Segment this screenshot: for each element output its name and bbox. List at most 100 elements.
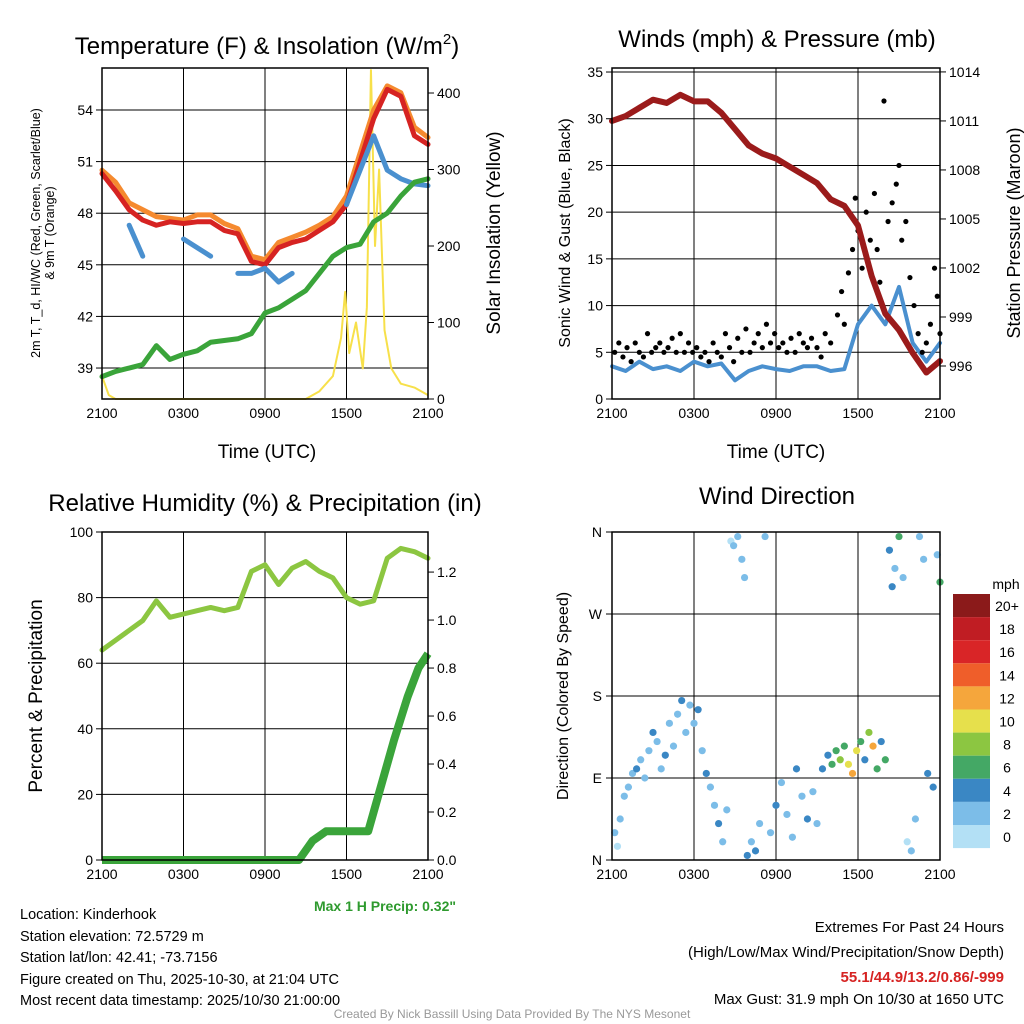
gust-point: [706, 359, 712, 365]
y2-axis-label: Station Pressure (Maroon): [1004, 127, 1024, 338]
insolation-line: [101, 69, 429, 400]
latlon-text: Station lat/lon: 42.41; -73.7156: [20, 950, 218, 966]
credit-text: Created By Nick Bassill Using Data Provi…: [333, 1007, 691, 1021]
gust-point: [911, 302, 917, 309]
direction-point: [766, 829, 775, 837]
y2-tick-label: 0: [437, 391, 445, 407]
direction-point: [809, 788, 817, 796]
gust-point: [818, 354, 824, 360]
plot-border: [611, 67, 941, 400]
gust-point: [893, 181, 899, 187]
direction-point: [907, 847, 915, 855]
y-tick-label: 30: [587, 111, 603, 127]
legend-swatch: [953, 663, 990, 687]
y2-tick-label: 1008: [949, 162, 980, 178]
legend-label: 8: [1003, 737, 1011, 753]
gust-point: [624, 345, 630, 351]
gust-point: [722, 331, 729, 337]
direction-point: [865, 728, 873, 737]
y2-tick-label: 996: [949, 358, 973, 374]
direction-point: [613, 842, 622, 850]
pressure-line: [609, 91, 943, 376]
gust-point: [792, 349, 798, 355]
gust-point: [814, 345, 820, 351]
direction-point: [903, 838, 911, 846]
gust-point: [698, 354, 704, 360]
x-tick-label: 1500: [331, 405, 362, 421]
x-axis-label: Time (UTC): [218, 442, 317, 463]
y-tick-label: 5: [595, 344, 603, 360]
gust-point: [907, 274, 913, 281]
direction-point: [848, 769, 857, 778]
extremes-info: Extremes For Past 24 Hours (High/Low/Max…: [688, 917, 1004, 1011]
gust-point: [788, 335, 794, 341]
gust-point: [859, 265, 865, 271]
location-text: Location: Kinderhook: [20, 907, 157, 923]
max-gust-text: Max Gust: 31.9 mph On 10/30 at 1650 UTC: [713, 991, 1004, 1008]
x-tick-label: 0300: [678, 866, 709, 882]
direction-point: [616, 815, 624, 823]
y2-tick-label: 0.0: [437, 852, 457, 868]
gust-point: [694, 345, 700, 351]
created-text: Figure created on Thu, 2025-10-30, at 21…: [20, 971, 339, 988]
direction-point: [920, 555, 928, 563]
legend-swatch: [953, 778, 990, 802]
direction-point: [690, 719, 698, 727]
series-wc: [126, 133, 431, 285]
direction-point: [661, 751, 669, 759]
chart-title: Relative Humidity (%) & Precipitation (i…: [48, 490, 481, 517]
y2-tick-label: 0.4: [437, 756, 457, 772]
gust-point: [747, 349, 753, 355]
legend-label: 10: [999, 714, 1015, 730]
direction-point: [813, 819, 821, 828]
y-tick-label: 42: [77, 308, 93, 324]
gust-point: [903, 218, 909, 225]
gust-point: [808, 335, 815, 341]
wind-speed-line: [610, 284, 942, 383]
x-tick-label: 2100: [924, 866, 955, 882]
direction-point: [653, 737, 661, 746]
y-axis-label: Sonic Wind & Gust (Blue, Black): [557, 118, 574, 347]
y-tick-label: N: [592, 852, 602, 868]
direction-point: [633, 765, 641, 773]
direction-point: [624, 783, 633, 791]
chart-title: Wind Direction: [699, 483, 855, 510]
gust-point: [632, 340, 638, 346]
gust-point: [755, 331, 761, 337]
gust-point: [822, 331, 828, 337]
x-tick-label: 2100: [924, 405, 955, 421]
direction-point: [899, 573, 907, 582]
gust-point: [653, 345, 659, 351]
gust-point: [669, 335, 675, 341]
direction-point: [844, 760, 853, 768]
legend-title: mph: [992, 576, 1019, 592]
direction-point: [710, 801, 719, 809]
series-2m-t: [99, 86, 431, 268]
y-tick-label: 40: [77, 721, 93, 737]
direction-point: [723, 806, 731, 814]
direction-point: [929, 783, 937, 791]
gust-point: [661, 349, 667, 355]
y2-axis-label: Solar Insolation (Yellow): [484, 131, 505, 334]
y2-tick-label: 1014: [949, 64, 980, 80]
gust-point: [677, 331, 683, 337]
x-tick-label: 0300: [168, 405, 199, 421]
direction-point: [861, 756, 869, 764]
gust-point: [718, 354, 724, 360]
gust-point: [628, 359, 634, 365]
gust-point: [871, 190, 878, 197]
direction-point: [888, 583, 896, 591]
direction-point: [857, 737, 865, 746]
gust-point: [649, 349, 655, 355]
x-tick-label: 2100: [86, 405, 117, 421]
x-tick-label: 1500: [842, 866, 873, 882]
y-tick-label: 100: [70, 524, 94, 540]
gust-point: [852, 195, 858, 201]
timestamp-text: Most recent data timestamp: 2025/10/30 2…: [20, 993, 341, 1009]
gust-point: [685, 340, 692, 346]
y-tick-label: S: [593, 688, 602, 704]
direction-point: [798, 792, 806, 800]
direction-point: [783, 810, 791, 819]
direction-point: [715, 819, 723, 828]
x-tick-label: 0900: [249, 405, 280, 421]
